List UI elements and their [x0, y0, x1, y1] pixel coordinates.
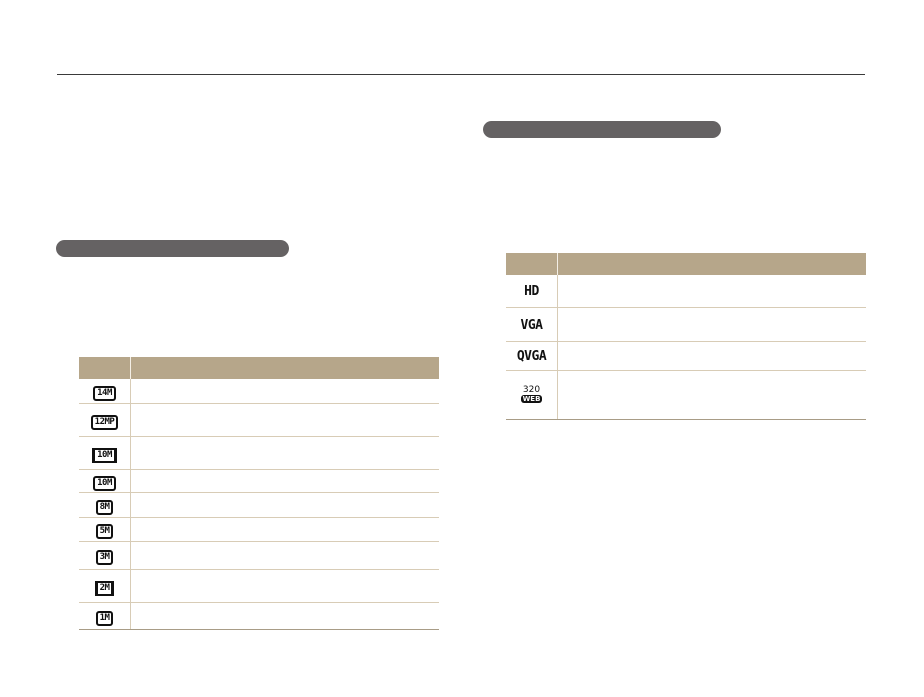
icon-cell: HD — [506, 275, 558, 308]
resolution-icon: 10M — [92, 447, 117, 463]
resolution-icon: 2M — [94, 580, 115, 596]
description-cell — [130, 569, 439, 603]
icon-cell: 10M — [79, 469, 131, 493]
icon-cell: 1M — [79, 602, 131, 630]
icon-cell: 320 WEB — [506, 370, 558, 420]
description-cell — [557, 341, 866, 371]
description-column-header — [557, 253, 866, 275]
table-row: 10M — [79, 436, 439, 470]
icon-cell: 8M — [79, 492, 131, 518]
table-row: 10M — [79, 469, 439, 493]
description-cell — [130, 602, 439, 630]
resolution-icon: 10M — [93, 475, 116, 491]
description-cell — [130, 492, 439, 518]
resolution-icon: 3M — [95, 550, 114, 565]
web-resolution-icon: 320 WEB — [520, 384, 543, 403]
icon-column-header — [506, 253, 558, 275]
description-column-header — [130, 357, 439, 379]
section-heading-bar-photo-size — [56, 240, 289, 257]
table-row: 14M — [79, 379, 439, 404]
description-cell — [557, 275, 866, 308]
table-row: 2M — [79, 569, 439, 603]
resolution-icon: 5M — [95, 524, 114, 539]
resolution-icon: 12MP — [90, 414, 119, 430]
table-row: 8M — [79, 492, 439, 518]
icon-cell: 14M — [79, 379, 131, 404]
description-cell — [130, 517, 439, 542]
photo-size-table: 14M 12MP 10M 10M 8M 5M 3M 2M 1M — [79, 357, 439, 630]
table-row: HD — [506, 275, 866, 308]
resolution-icon: QVGA — [516, 349, 547, 364]
section-heading-bar-video-size — [483, 121, 721, 138]
table-row: 3M — [79, 541, 439, 570]
table-row: 320 WEB — [506, 370, 866, 420]
header-rule — [57, 74, 865, 75]
icon-cell: QVGA — [506, 341, 558, 371]
icon-cell: 12MP — [79, 403, 131, 437]
video-size-table: HD VGA QVGA 320 WEB — [506, 253, 866, 420]
resolution-icon: 8M — [95, 499, 114, 515]
resolution-icon: 14M — [93, 385, 116, 401]
description-cell — [130, 403, 439, 437]
description-cell — [130, 541, 439, 570]
icon-cell: VGA — [506, 307, 558, 342]
table-row: 1M — [79, 602, 439, 630]
table-row: 12MP — [79, 403, 439, 437]
resolution-icon: VGA — [520, 317, 543, 333]
table-row: QVGA — [506, 341, 866, 371]
description-cell — [557, 307, 866, 342]
resolution-icon: 1M — [95, 610, 114, 626]
description-cell — [130, 469, 439, 493]
description-cell — [557, 370, 866, 420]
table-row: 5M — [79, 517, 439, 542]
resolution-icon: HD — [524, 284, 539, 299]
icon-cell: 5M — [79, 517, 131, 542]
icon-column-header — [79, 357, 131, 379]
icon-cell: 10M — [79, 436, 131, 470]
icon-cell: 3M — [79, 541, 131, 570]
table-row: VGA — [506, 307, 866, 342]
icon-cell: 2M — [79, 569, 131, 603]
description-cell — [130, 436, 439, 470]
description-cell — [130, 379, 439, 404]
